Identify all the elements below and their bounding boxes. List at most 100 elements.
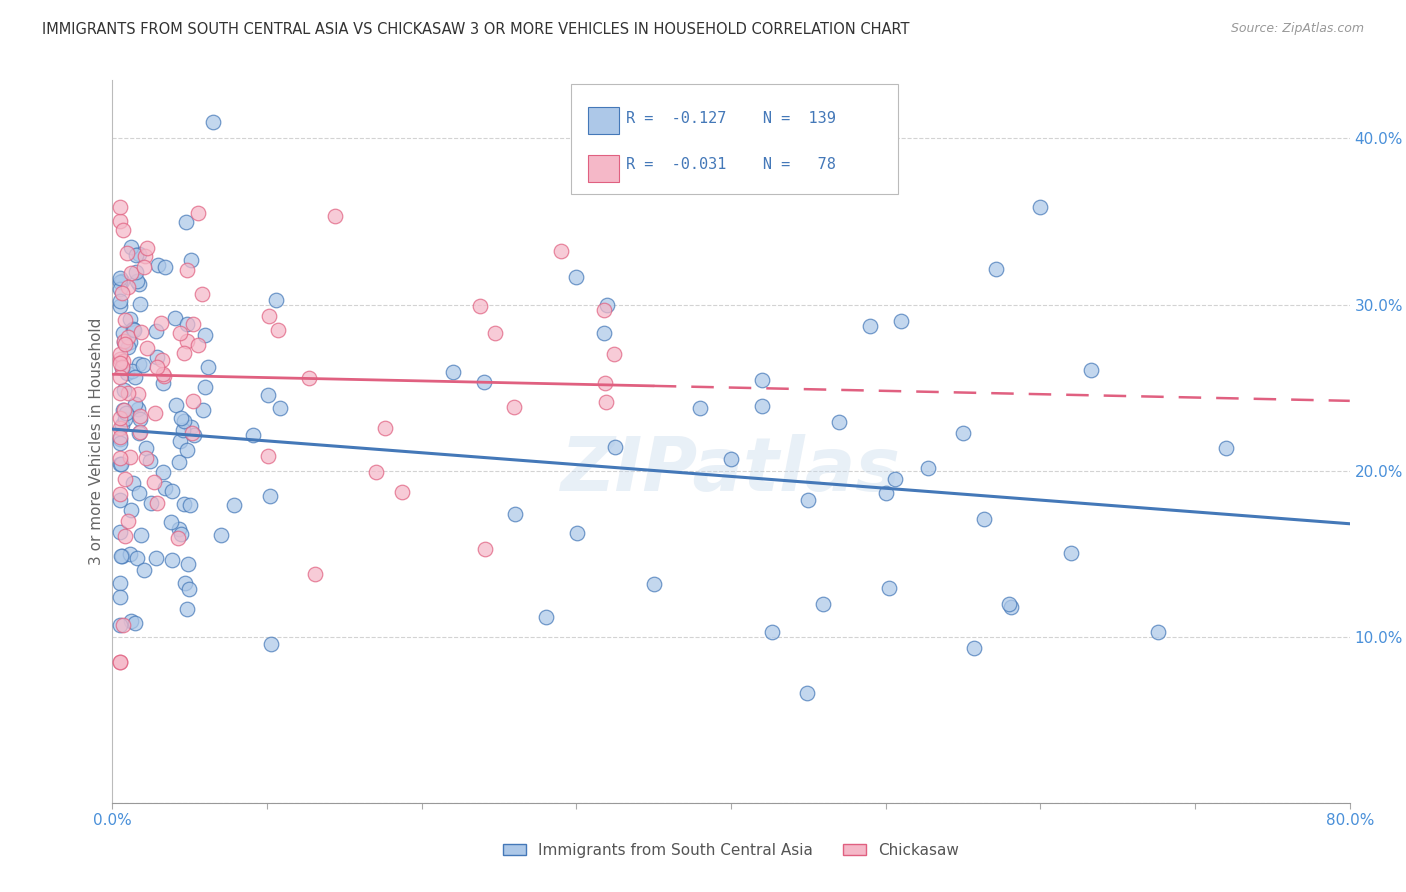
- Point: [689, 401, 711, 415]
- Point: [110, 271, 132, 285]
- Point: [112, 383, 135, 397]
- Point: [110, 214, 132, 228]
- Point: [884, 472, 907, 486]
- Point: [135, 450, 157, 465]
- Point: [146, 258, 169, 272]
- Point: [170, 411, 193, 425]
- Point: [124, 396, 146, 410]
- Point: [128, 277, 150, 291]
- Point: [110, 275, 132, 289]
- Legend: Immigrants from South Central Asia, Chickasaw: Immigrants from South Central Asia, Chic…: [496, 837, 966, 863]
- Point: [124, 615, 146, 630]
- Point: [111, 361, 134, 376]
- Point: [242, 428, 264, 442]
- Point: [110, 493, 132, 508]
- Point: [124, 248, 146, 262]
- Point: [890, 314, 912, 328]
- Point: [761, 624, 783, 639]
- Point: [121, 364, 143, 378]
- Point: [112, 402, 135, 417]
- Point: [124, 265, 148, 279]
- Point: [145, 551, 167, 566]
- Point: [120, 615, 142, 629]
- Point: [110, 201, 132, 215]
- Point: [111, 618, 134, 632]
- Point: [117, 280, 139, 294]
- Point: [125, 550, 148, 565]
- Point: [187, 205, 209, 219]
- Point: [366, 466, 388, 480]
- Point: [128, 247, 150, 261]
- Point: [129, 528, 152, 542]
- Point: [181, 425, 204, 440]
- Point: [128, 357, 150, 371]
- Point: [132, 563, 155, 577]
- Point: [128, 409, 150, 424]
- Point: [145, 406, 167, 420]
- Point: [193, 403, 215, 417]
- Point: [110, 370, 132, 384]
- Point: [264, 293, 287, 308]
- Point: [751, 373, 773, 387]
- Point: [256, 449, 278, 463]
- Point: [122, 323, 145, 337]
- Point: [917, 460, 939, 475]
- Point: [201, 115, 224, 129]
- Point: [111, 549, 134, 563]
- Point: [139, 454, 162, 468]
- Point: [146, 496, 169, 510]
- Point: [110, 457, 132, 471]
- Point: [603, 347, 626, 361]
- Point: [170, 527, 193, 541]
- Point: [115, 406, 138, 420]
- Point: [110, 421, 132, 435]
- Point: [257, 388, 280, 402]
- Point: [877, 581, 900, 595]
- Point: [180, 420, 202, 434]
- Point: [110, 450, 132, 465]
- Point: [176, 334, 198, 348]
- Point: [534, 610, 557, 624]
- Point: [595, 394, 617, 409]
- Point: [484, 326, 506, 341]
- Point: [502, 400, 524, 414]
- Point: [150, 352, 173, 367]
- Point: [174, 215, 197, 229]
- Point: [110, 655, 132, 669]
- Point: [596, 298, 619, 312]
- Point: [114, 313, 136, 327]
- Point: [111, 403, 134, 417]
- Point: [110, 655, 132, 669]
- Point: [110, 590, 132, 604]
- Point: [191, 287, 214, 301]
- Point: [117, 367, 139, 381]
- Point: [110, 356, 132, 370]
- Point: [111, 274, 134, 288]
- Point: [112, 335, 135, 350]
- Point: [127, 387, 149, 401]
- Point: [134, 260, 156, 274]
- Point: [751, 399, 773, 413]
- Point: [181, 318, 204, 332]
- Point: [152, 376, 174, 391]
- Point: [152, 367, 174, 381]
- Point: [173, 414, 195, 428]
- Point: [183, 393, 205, 408]
- Point: [259, 489, 281, 503]
- Point: [129, 326, 152, 340]
- Point: [118, 450, 141, 464]
- Point: [111, 286, 134, 301]
- Point: [114, 472, 136, 486]
- Point: [298, 370, 321, 384]
- Point: [117, 514, 139, 528]
- Point: [111, 417, 134, 432]
- Point: [194, 380, 217, 394]
- Point: [121, 322, 143, 336]
- Point: [114, 337, 136, 351]
- Point: [1146, 624, 1168, 639]
- Point: [163, 310, 186, 325]
- Point: [152, 465, 174, 479]
- Point: [110, 352, 132, 367]
- Point: [973, 512, 995, 526]
- Point: [127, 402, 149, 417]
